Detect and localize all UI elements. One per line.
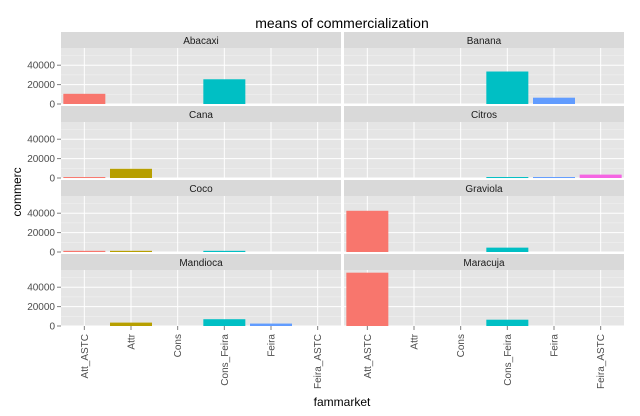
- panel-banana: Banana: [344, 32, 624, 105]
- y-tick-label: 0: [49, 174, 55, 185]
- bar-abacaxi-att-astc: [63, 93, 106, 104]
- bar-graviola-cons-feira: [486, 247, 529, 252]
- plot-bg-cana: [61, 122, 341, 178]
- strip-label-banana: Banana: [467, 36, 502, 47]
- bar-mandioca-attr: [110, 322, 152, 326]
- x-tick-label-attr: Attr: [410, 333, 421, 349]
- plot-bg-graviola: [344, 196, 624, 252]
- plot-bg-maracuja: [344, 270, 624, 326]
- strip-maracuja: [344, 254, 624, 270]
- x-tick-label-feira: Feira: [267, 334, 278, 357]
- strip-label-mandioca: Mandioca: [179, 258, 223, 269]
- bar-citros-feira: [533, 177, 575, 179]
- panel-mandioca: Mandioca 0 20000 40000: [27, 254, 341, 333]
- y-tick-label: 40000: [27, 61, 55, 72]
- strip-graviola: [344, 180, 624, 196]
- y-axis-title: commerc: [10, 167, 24, 216]
- strip-coco: [61, 180, 341, 196]
- strip-label-maracuja: Maracuja: [463, 258, 505, 269]
- bar-coco-att-astc: [63, 250, 106, 252]
- strip-mandioca: [61, 254, 341, 270]
- y-tick-label: 40000: [27, 209, 55, 220]
- strip-label-graviola: Graviola: [465, 184, 503, 195]
- panel-abacaxi: Abacaxi 0 20000 40000: [27, 32, 341, 111]
- x-tick-label-att-astc: Att_ASTC: [80, 334, 91, 378]
- y-tick-label: 20000: [27, 228, 55, 239]
- strip-label-coco: Coco: [189, 184, 213, 195]
- bar-abacaxi-cons-feira: [203, 79, 246, 104]
- plot-bg-citros: [344, 122, 624, 178]
- bar-coco-cons-feira: [203, 250, 246, 252]
- bar-maracuja-cons-feira: [486, 319, 529, 326]
- y-tick-label: 20000: [27, 154, 55, 165]
- bar-maracuja-att-astc: [346, 272, 389, 326]
- strip-label-abacaxi: Abacaxi: [183, 36, 219, 47]
- strip-citros: [344, 106, 624, 122]
- x-tick-label-feira-astc: Feira_ASTC: [596, 334, 607, 389]
- x-tick-label-cons-feira: Cons_Feira: [220, 334, 231, 386]
- strip-banana: [344, 32, 624, 48]
- bar-graviola-att-astc: [346, 210, 389, 252]
- x-tick-label-feira-astc: Feira_ASTC: [313, 334, 324, 389]
- panel-citros: Citros: [344, 106, 624, 179]
- y-tick-label: 0: [49, 248, 55, 259]
- y-tick-label: 40000: [27, 283, 55, 294]
- bar-cana-attr: [110, 168, 152, 178]
- strip-abacaxi: [61, 32, 341, 48]
- bar-cana-att-astc: [63, 177, 106, 179]
- y-tick-label: 0: [49, 322, 55, 333]
- y-tick-label: 20000: [27, 80, 55, 91]
- plot-bg-abacaxi: [61, 48, 341, 104]
- bar-mandioca-cons-feira: [203, 319, 246, 326]
- facet-panels: Abacaxi02000040000BananaCana02000040000C…: [27, 32, 624, 333]
- bar-citros-cons-feira: [486, 177, 529, 179]
- x-tick-labels: Att_ASTC Attr Cons Cons_Feira Feira Feira_AST…: [80, 326, 607, 389]
- bar-citros-feira-astc: [579, 174, 622, 178]
- strip-cana: [61, 106, 341, 122]
- panel-graviola: Graviola: [344, 180, 624, 253]
- bar-mandioca-feira: [250, 323, 292, 326]
- x-tick-label-att-astc: Att_ASTC: [363, 334, 374, 378]
- chart-title: means of commercialization: [255, 15, 429, 31]
- x-tick-label-cons-feira: Cons_Feira: [503, 334, 514, 386]
- x-tick-label-feira: Feira: [550, 334, 561, 357]
- bar-banana-cons-feira: [486, 71, 529, 104]
- plot-bg-coco: [61, 196, 341, 252]
- y-tick-label: 0: [49, 100, 55, 111]
- panel-coco: Coco 0 20000 40000: [27, 180, 341, 259]
- x-tick-label-cons: Cons: [173, 334, 184, 357]
- panel-maracuja: Maracuja: [344, 254, 624, 327]
- plot-bg-mandioca: [61, 270, 341, 326]
- x-tick-label-attr: Attr: [127, 333, 138, 349]
- x-tick-label-cons: Cons: [456, 334, 467, 357]
- y-tick-label: 20000: [27, 302, 55, 313]
- panel-cana: Cana 0 20000 40000: [27, 106, 341, 185]
- strip-label-citros: Citros: [471, 110, 497, 121]
- plot-bg-banana: [344, 48, 624, 104]
- bar-coco-attr: [110, 250, 152, 252]
- y-tick-label: 40000: [27, 135, 55, 146]
- strip-label-cana: Cana: [189, 110, 213, 121]
- bar-banana-feira: [533, 97, 575, 104]
- x-axis-title: fammarket: [314, 395, 371, 409]
